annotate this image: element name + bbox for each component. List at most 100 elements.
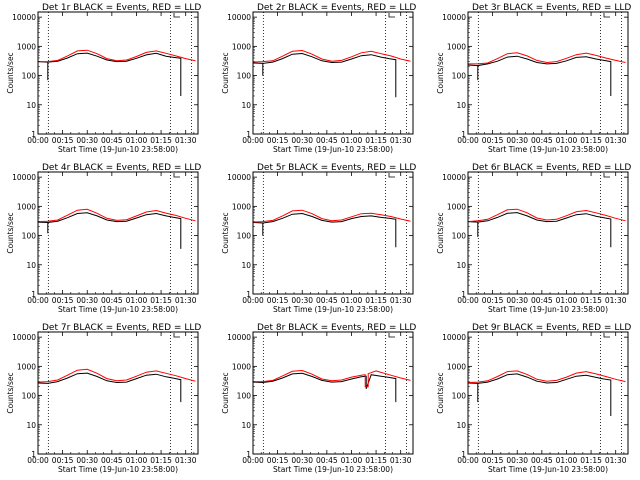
bracket-mark	[173, 333, 180, 338]
x-tick-label: 01:00	[341, 456, 363, 465]
plot-frame	[252, 11, 414, 135]
x-tick-label: 01:00	[556, 296, 578, 305]
x-tick-label: 00:30	[76, 296, 98, 305]
bracket-mark	[173, 173, 180, 178]
x-tick-label: 00:15	[52, 136, 74, 145]
x-tick-label: 00:30	[76, 456, 98, 465]
y-tick-label: 100	[452, 392, 467, 401]
series-line-events	[37, 212, 182, 249]
bracket-mark	[388, 13, 395, 18]
plot-frame	[252, 171, 414, 295]
plot-frame	[37, 171, 199, 295]
y-tick-label: 1000	[232, 202, 251, 211]
x-tick-label: 00:15	[52, 456, 74, 465]
y-axis-label: Counts/sec	[436, 212, 445, 253]
y-tick-label: 10	[26, 261, 36, 270]
y-tick-label: 1	[246, 130, 251, 139]
y-axis-label: Counts/sec	[221, 52, 230, 93]
panel-title: Det 8r BLACK = Events, RED = LLD	[257, 323, 416, 333]
y-tick-label: 10000	[227, 173, 251, 182]
x-tick-label: 00:00	[27, 296, 49, 305]
x-tick-label: 00:30	[506, 456, 528, 465]
y-tick-label: 10000	[227, 333, 251, 342]
y-tick-label: 1000	[232, 42, 251, 51]
x-tick-label: 00:00	[27, 456, 49, 465]
x-tick-label: 01:30	[175, 136, 197, 145]
x-axis-label: Start Time (19-Jun-10 23:58:00)	[273, 305, 393, 314]
y-tick-label: 10	[26, 421, 36, 430]
x-tick-label: 00:30	[291, 296, 313, 305]
y-tick-label: 10000	[12, 333, 36, 342]
series-line-lld	[37, 368, 196, 383]
y-tick-label: 10000	[442, 173, 466, 182]
plot-frame	[467, 171, 629, 295]
x-tick-label: 00:45	[531, 136, 553, 145]
bracket-mark	[603, 13, 610, 18]
x-tick-label: 00:45	[101, 456, 123, 465]
series-line-events	[467, 373, 612, 416]
x-tick-label: 01:15	[150, 456, 172, 465]
y-tick-label: 10	[456, 421, 466, 430]
series-line-events	[252, 212, 397, 248]
plot-frame	[467, 331, 629, 455]
y-tick-label: 1000	[447, 362, 466, 371]
panel-det-9: Det 9r BLACK = Events, RED = LLD 00:00 00:…	[436, 323, 631, 474]
bracket-mark	[603, 173, 610, 178]
x-tick-label: 01:00	[556, 136, 578, 145]
y-tick-label: 100	[22, 232, 37, 241]
series-line-events	[252, 52, 397, 98]
series-line-lld	[253, 369, 411, 388]
x-tick-label: 00:45	[101, 136, 123, 145]
bracket-mark	[388, 333, 395, 338]
plot-frame	[37, 331, 199, 455]
x-tick-label: 01:30	[390, 456, 412, 465]
series-line-lld	[252, 49, 411, 63]
panel-det-8: Det 8r BLACK = Events, RED = LLD 00:00 00:…	[221, 323, 416, 474]
x-tick-label: 01:15	[365, 456, 387, 465]
x-axis-label: Start Time (19-Jun-10 23:58:00)	[273, 145, 393, 154]
y-tick-label: 1	[31, 450, 36, 459]
x-tick-label: 01:15	[580, 136, 602, 145]
x-tick-label: 01:00	[126, 136, 148, 145]
x-tick-label: 01:00	[341, 296, 363, 305]
x-tick-label: 00:15	[482, 136, 504, 145]
x-tick-label: 01:15	[365, 296, 387, 305]
series-line-events	[37, 52, 182, 96]
x-tick-label: 00:30	[506, 296, 528, 305]
x-axis-label: Start Time (19-Jun-10 23:58:00)	[273, 465, 393, 474]
y-axis-label: Counts/sec	[221, 212, 230, 253]
panel-title: Det 6r BLACK = Events, RED = LLD	[472, 163, 631, 173]
x-tick-label: 01:00	[341, 136, 363, 145]
x-tick-label: 00:30	[291, 456, 313, 465]
x-tick-label: 01:30	[390, 136, 412, 145]
series-line-lld	[252, 209, 411, 223]
x-tick-label: 00:00	[457, 456, 479, 465]
x-tick-label: 00:00	[27, 136, 49, 145]
x-tick-label: 01:30	[605, 136, 627, 145]
bracket-mark	[173, 13, 180, 18]
series-line-events	[467, 212, 612, 248]
x-tick-label: 01:00	[556, 456, 578, 465]
y-tick-label: 1000	[447, 42, 466, 51]
series-line-events	[252, 372, 397, 403]
y-axis-label: Counts/sec	[6, 372, 15, 413]
y-tick-label: 10000	[227, 13, 251, 22]
y-tick-label: 10	[241, 421, 251, 430]
x-tick-label: 01:30	[175, 296, 197, 305]
bracket-mark	[388, 173, 395, 178]
x-tick-label: 00:30	[506, 136, 528, 145]
panel-title: Det 9r BLACK = Events, RED = LLD	[472, 323, 631, 333]
x-tick-label: 01:00	[126, 296, 148, 305]
y-tick-label: 100	[237, 232, 252, 241]
y-axis-label: Counts/sec	[6, 52, 15, 93]
y-tick-label: 1000	[232, 362, 251, 371]
panel-title: Det 4r BLACK = Events, RED = LLD	[42, 163, 201, 173]
y-tick-label: 1000	[447, 202, 466, 211]
x-tick-label: 01:00	[126, 456, 148, 465]
x-tick-label: 00:00	[242, 456, 264, 465]
